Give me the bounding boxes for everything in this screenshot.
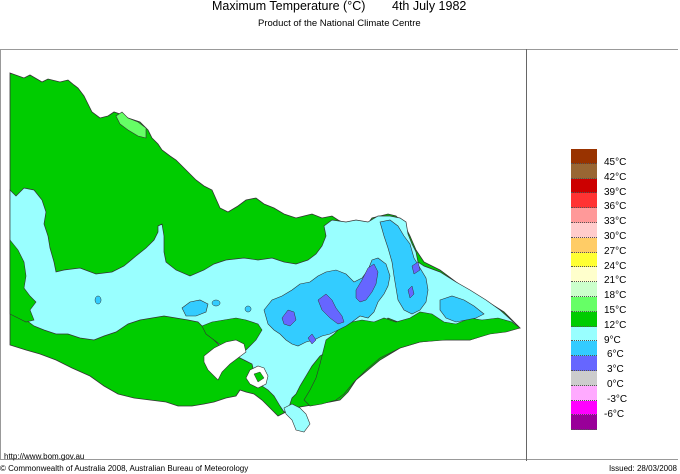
french-island [253,371,265,383]
region-3-6c-4 [411,261,421,275]
region-3-6c-2 [317,293,345,325]
legend-swatch [571,237,597,253]
legend-swatch [571,193,597,209]
legend-label: 39°C [604,186,627,198]
legend-label: 33°C [604,216,627,228]
region-6-9c-east [439,295,485,323]
region-3-6c-1 [281,309,297,327]
chart-header: Maximum Temperature (°C) 4th July 1982 [0,0,680,19]
region-6-9c-spot-2 [211,299,221,307]
legend-swatch [571,267,597,283]
region-12-15c-central-south [201,317,263,357]
legend-label: 27°C [604,245,627,257]
legend-label: 42°C [604,171,627,183]
legend-swatch [571,252,597,268]
region-6-9c-spot-3 [244,305,252,313]
region-3-6c-6 [307,333,317,345]
legend-label: 0°C [607,379,624,390]
legend-label: 9°C [604,334,621,346]
legend-swatch [571,371,597,386]
region-15-18c [115,111,147,139]
legend-swatch [571,311,597,327]
legend-label: 15°C [604,305,627,316]
region-6-9c-northeast [379,219,429,315]
legend-label: 18°C [604,290,627,302]
legend-swatch [571,297,597,312]
copyright-notice: © Commonwealth of Australia 2008, Austra… [0,464,249,473]
port-phillip-bay [203,339,247,381]
legend-swatch [571,282,597,297]
legend-swatch [571,178,597,194]
map-title: Maximum Temperature (°C) [212,0,366,13]
legend-swatch [571,149,597,164]
region-6-9c-west [181,299,209,317]
legend-label: 3°C [607,364,624,376]
legend-swatch [571,356,597,371]
legend-label: 24°C [604,260,627,272]
wilsons-promontory [283,403,311,433]
legend-swatch [571,341,597,357]
map-date: 4th July 1982 [392,0,467,13]
issued-date: Issued: 28/03/2008 [608,464,677,473]
legend-label: -3°C [607,393,628,405]
legend-label: 30°C [604,231,627,242]
legend-swatch [571,223,597,238]
region-12-15c-gippsland [303,311,521,407]
legend-swatch [571,163,597,179]
region-3-6c-5 [407,285,415,299]
region-12-15c-west-inlet [9,239,37,323]
legend-label: -6°C [604,408,625,420]
legend-label: 45°C [604,157,627,168]
frame-divider [526,49,527,461]
region-6-9c-spot-1 [94,295,102,305]
legend-swatch [571,208,597,223]
legend-label: 12°C [604,319,627,331]
legend-swatch [571,415,597,431]
source-url-link[interactable]: http://www.bom.gov.au [4,452,85,461]
legend-label: 21°C [604,275,627,287]
temperature-map [9,72,521,433]
legend-label: 6°C [607,349,624,361]
map-subtitle: Product of the National Climate Centre [258,18,421,29]
map-frame [0,49,678,460]
legend-swatch [571,400,597,416]
legend-swatch [571,385,597,401]
legend-label: 36°C [604,201,627,213]
legend-swatch [571,326,597,342]
region-3-6c-3 [355,263,379,303]
